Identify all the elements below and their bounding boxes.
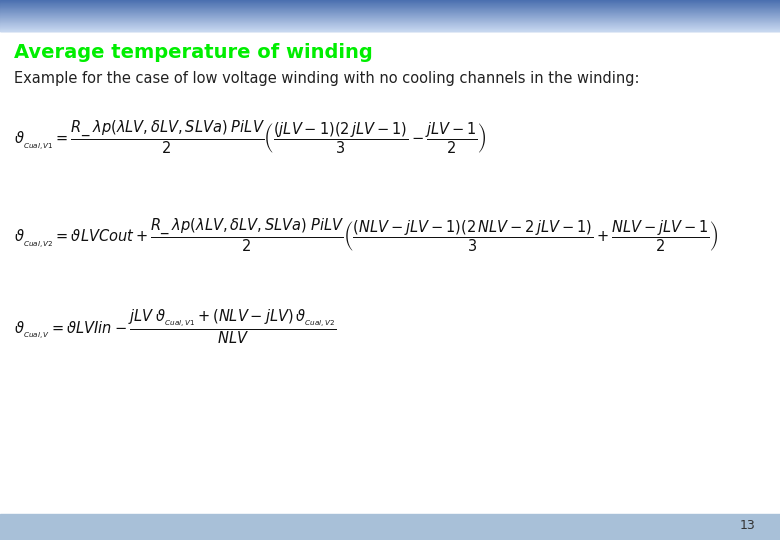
Text: $\vartheta_{_{Cual,V1}} = \dfrac{R\_\;\lambda p(\lambda LV,\delta LV,SLVa)\; PiL: $\vartheta_{_{Cual,V1}} = \dfrac{R\_\;\l… xyxy=(14,119,487,157)
Text: $\vartheta_{_{Cual,V2}} = \vartheta LVCout + \dfrac{R\_\;\lambda p(\lambda LV,\d: $\vartheta_{_{Cual,V2}} = \vartheta LVCo… xyxy=(14,216,719,254)
Text: 13: 13 xyxy=(739,519,755,532)
Text: $\vartheta_{_{Cual,V}} = \vartheta LVIin - \dfrac{jLV\;\vartheta_{_{Cual,V1}} + : $\vartheta_{_{Cual,V}} = \vartheta LVIin… xyxy=(14,308,336,346)
Text: Example for the case of low voltage winding with no cooling channels in the wind: Example for the case of low voltage wind… xyxy=(14,71,640,86)
Text: Average temperature of winding: Average temperature of winding xyxy=(14,43,373,62)
